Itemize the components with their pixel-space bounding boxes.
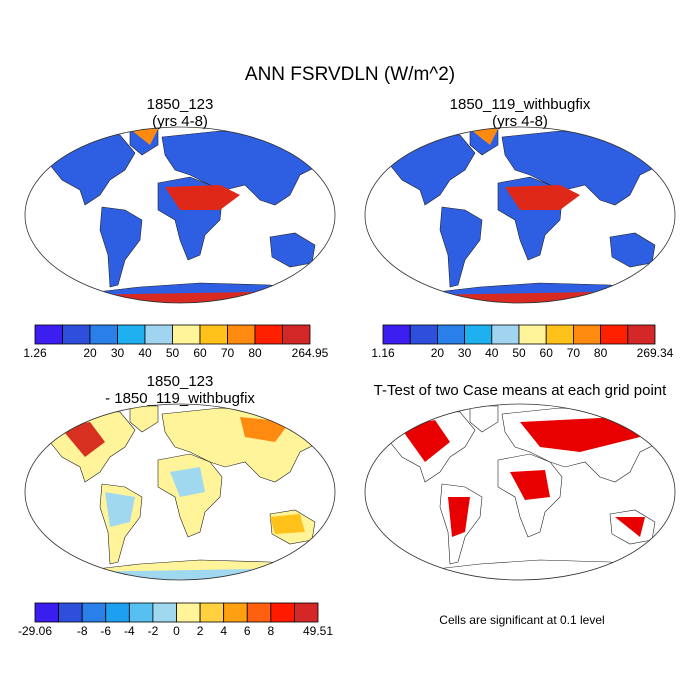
- colorbar-label: 50: [166, 346, 180, 360]
- colorbar-box: [464, 324, 493, 345]
- colorbar-box: [491, 324, 520, 345]
- colorbar-box: [382, 324, 411, 345]
- colorbar-box: [409, 324, 438, 345]
- panel-title: 1850_119_withbugfix: [450, 96, 591, 113]
- map: [364, 126, 676, 304]
- colorbar-box: [199, 602, 225, 623]
- panel-title: 1850_123: [147, 96, 214, 113]
- colorbar-label: -2: [148, 624, 159, 638]
- colorbar-box: [152, 602, 177, 623]
- colorbar-label: 40: [485, 346, 499, 360]
- colorbar-label: 70: [567, 346, 581, 360]
- colorbar-box: [89, 324, 118, 345]
- colorbar-box: [246, 602, 272, 623]
- colorbar-box: [105, 602, 130, 623]
- panel-subtitle: - 1850_119_withbugfix: [105, 390, 255, 407]
- panel-title: T-Test of two Case means at each grid po…: [374, 382, 667, 399]
- colorbar-label: 8: [267, 624, 274, 638]
- colorbar-box: [199, 324, 228, 345]
- colorbar-label: 1.26: [23, 346, 47, 360]
- panel-title: 1850_123: [147, 373, 214, 390]
- map: [24, 126, 336, 304]
- colorbar-label: 50: [512, 346, 526, 360]
- panel-subtitle: (yrs 4-8): [492, 113, 548, 130]
- colorbar-label: 1.16: [371, 346, 395, 360]
- colorbar-label: 80: [594, 346, 608, 360]
- note: Cells are significant at 0.1 level: [439, 613, 604, 627]
- colorbar-label: 264.95: [292, 346, 329, 360]
- colorbar-box: [270, 602, 295, 623]
- colorbar-label: 2: [197, 624, 204, 638]
- colorbar-box: [254, 324, 283, 345]
- panel-subtitle: (yrs 4-8): [152, 113, 208, 130]
- colorbar-label: 269.34: [637, 346, 674, 360]
- colorbar-label: 60: [540, 346, 554, 360]
- colorbar-box: [282, 324, 311, 345]
- colorbar-label: 20: [431, 346, 445, 360]
- colorbar-box: [81, 602, 107, 623]
- colorbar-box: [436, 324, 465, 345]
- colorbar-label: 4: [220, 624, 227, 638]
- colorbar-label: 6: [244, 624, 251, 638]
- colorbar-box: [176, 602, 201, 623]
- colorbar-label: 80: [248, 346, 262, 360]
- colorbar-label: 60: [193, 346, 207, 360]
- colorbar-box: [223, 602, 248, 623]
- map: [24, 403, 336, 581]
- colorbar-label: 49.51: [303, 624, 333, 638]
- map: [364, 403, 676, 581]
- colorbar-box: [600, 324, 629, 345]
- colorbar-box: [144, 324, 173, 345]
- colorbar-box: [128, 602, 154, 623]
- colorbar-label: 40: [138, 346, 152, 360]
- colorbar-box: [62, 324, 91, 345]
- colorbar-box: [627, 324, 656, 345]
- colorbar-label: 30: [111, 346, 125, 360]
- colorbar-label: -8: [77, 624, 88, 638]
- figure-title: ANN FSRVDLN (W/m^2): [245, 64, 455, 85]
- colorbar-label: 70: [221, 346, 235, 360]
- colorbar-box: [227, 324, 256, 345]
- colorbar-box: [117, 324, 146, 345]
- colorbar-label: -6: [100, 624, 111, 638]
- colorbar-box: [34, 324, 63, 345]
- colorbar-box: [58, 602, 83, 623]
- colorbar-box: [545, 324, 574, 345]
- colorbar-box: [34, 602, 59, 623]
- colorbar-box: [172, 324, 201, 345]
- colorbar-label: 30: [458, 346, 472, 360]
- colorbar-label: -29.06: [18, 624, 52, 638]
- colorbar-box: [573, 324, 602, 345]
- colorbar-box: [294, 602, 319, 623]
- colorbar-label: 20: [83, 346, 97, 360]
- colorbar-label: 0: [173, 624, 180, 638]
- colorbar-label: -4: [124, 624, 135, 638]
- colorbar-box: [518, 324, 547, 345]
